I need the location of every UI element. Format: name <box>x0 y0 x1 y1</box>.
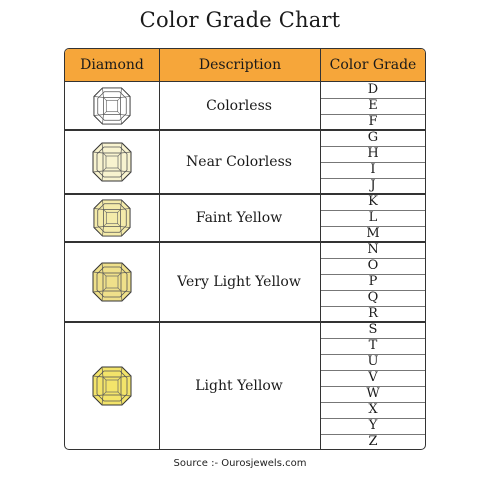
grade-letter: O <box>367 258 379 273</box>
grade-row-divider <box>321 402 425 403</box>
grade-letter: J <box>370 178 376 193</box>
grade-letter: L <box>368 210 378 225</box>
chart-title: Color Grade Chart <box>139 8 341 32</box>
grade-letter: E <box>368 98 378 113</box>
grade-row-divider <box>321 354 425 355</box>
grade-row-divider <box>321 306 425 307</box>
grade-letter: V <box>368 370 378 385</box>
group-divider <box>65 193 425 195</box>
grade-row-divider <box>321 210 425 211</box>
grade-row-divider <box>321 258 425 259</box>
grade-description: Near Colorless <box>186 154 292 170</box>
diamond-icon <box>65 82 159 130</box>
header-color-grade: Color Grade <box>329 57 417 73</box>
grade-letter: K <box>368 194 378 209</box>
grade-letter: Q <box>367 290 379 305</box>
grade-letter: D <box>367 82 379 97</box>
grade-row-divider <box>321 370 425 371</box>
grade-row-divider <box>321 178 425 179</box>
color-grade-table: Diamond Description Color Grade Colorles… <box>64 48 426 450</box>
grade-letter: G <box>367 130 379 145</box>
grade-letter: U <box>367 354 379 369</box>
grade-row-divider <box>321 418 425 419</box>
group-divider <box>65 241 425 243</box>
grade-letter: T <box>368 338 378 353</box>
grade-letter: M <box>366 226 380 241</box>
grade-description: Colorless <box>206 98 272 114</box>
grade-row-divider <box>321 162 425 163</box>
grade-row-divider <box>321 226 425 227</box>
grade-letter: I <box>370 162 376 177</box>
grade-letter: S <box>368 322 378 337</box>
header-diamond: Diamond <box>80 57 144 73</box>
grade-letter: R <box>368 306 378 321</box>
grade-row-divider <box>321 434 425 435</box>
header-description: Description <box>198 57 282 73</box>
grade-row-divider <box>321 114 425 115</box>
grade-description: Faint Yellow <box>195 210 283 226</box>
grade-row-divider <box>321 98 425 99</box>
grade-row-divider <box>321 338 425 339</box>
group-divider <box>65 321 425 323</box>
grade-letter: N <box>367 242 379 257</box>
diamond-icon <box>65 322 159 449</box>
grade-letter: W <box>366 386 380 401</box>
source-credit: Source :- Ourosjewels.com <box>173 458 307 469</box>
grade-row-divider <box>321 146 425 147</box>
grade-letter: Y <box>368 418 378 433</box>
grade-letter: Z <box>368 434 378 449</box>
grade-row-divider <box>321 290 425 291</box>
diamond-icon <box>65 194 159 242</box>
grade-letter: F <box>368 114 378 129</box>
grade-row-divider <box>321 274 425 275</box>
grade-letter: P <box>368 274 378 289</box>
column-divider <box>320 49 321 449</box>
group-divider <box>65 129 425 131</box>
grade-letter: X <box>368 402 378 417</box>
diamond-icon <box>65 242 159 322</box>
grade-description: Very Light Yellow <box>177 274 301 290</box>
column-divider <box>159 49 160 449</box>
grade-letter: H <box>367 146 379 161</box>
diamond-icon <box>65 130 159 194</box>
grade-description: Light Yellow <box>195 378 283 394</box>
table-header: Diamond Description Color Grade <box>65 49 425 82</box>
grade-row-divider <box>321 386 425 387</box>
